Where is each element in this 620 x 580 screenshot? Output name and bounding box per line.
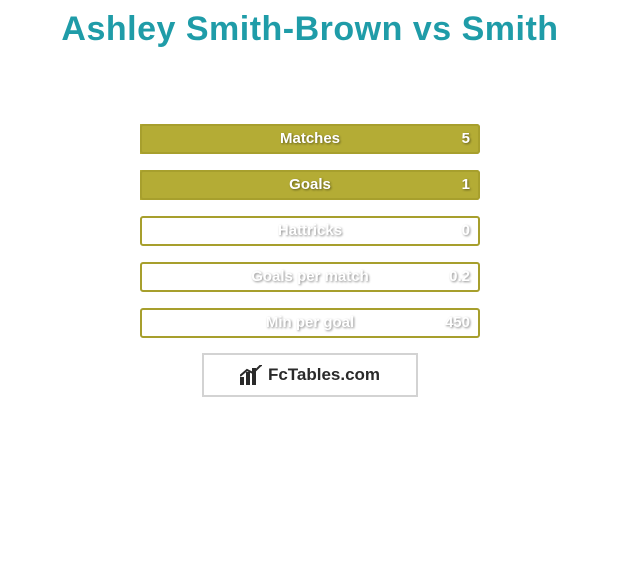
- stat-label: Goals: [140, 170, 480, 200]
- stat-value-right: 450: [445, 308, 470, 338]
- brand-badge: FcTables.com: [202, 353, 418, 397]
- comparison-infographic: Ashley Smith-Brown vs Smith Club competi…: [0, 0, 620, 580]
- stat-value-right: 5: [462, 124, 470, 154]
- stat-value-right: 1: [462, 170, 470, 200]
- stat-value-right: 0: [462, 216, 470, 246]
- stat-row: Goals1: [140, 170, 480, 200]
- stat-row: Min per goal450: [140, 308, 480, 338]
- page-title: Ashley Smith-Brown vs Smith: [0, 10, 620, 49]
- player-right-ellipse: [490, 126, 592, 149]
- player-left-ellipse: [8, 126, 113, 149]
- stat-label: Hattricks: [140, 216, 480, 246]
- stat-row: Matches5: [140, 124, 480, 154]
- subtitle: Club competitions, Season 2024/2025: [0, 60, 620, 77]
- stat-value-right: 0.2: [449, 262, 470, 292]
- player-right-ellipse: [500, 178, 602, 201]
- bars-chart-icon: [240, 365, 262, 385]
- brand-text: FcTables.com: [268, 365, 380, 385]
- stat-label: Goals per match: [140, 262, 480, 292]
- stat-row: Hattricks0: [140, 216, 480, 246]
- stat-label: Matches: [140, 124, 480, 154]
- stat-label: Min per goal: [140, 308, 480, 338]
- player-left-ellipse: [20, 178, 122, 201]
- stat-row: Goals per match0.2: [140, 262, 480, 292]
- datestamp: 19 february 2025: [0, 410, 620, 427]
